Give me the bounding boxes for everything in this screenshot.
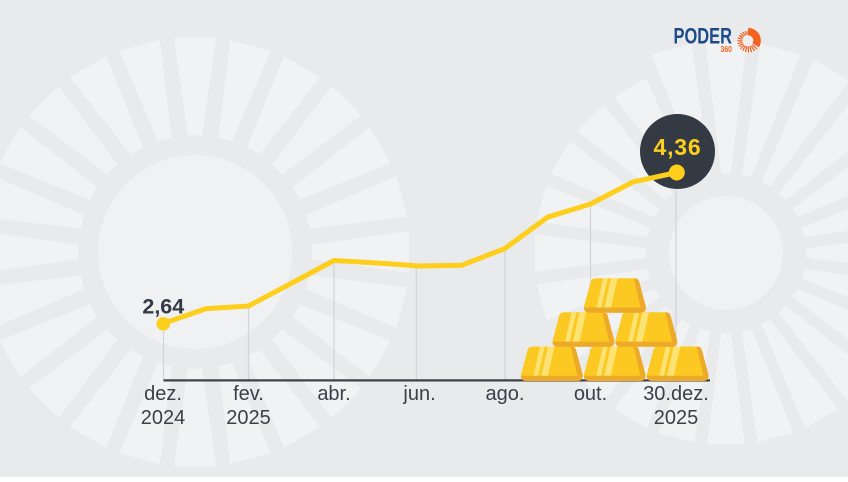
- svg-text:2025: 2025: [226, 407, 271, 429]
- svg-text:fev.: fev.: [233, 383, 264, 405]
- svg-text:out.: out.: [574, 383, 607, 405]
- svg-text:4,36: 4,36: [654, 134, 702, 160]
- svg-text:abr.: abr.: [317, 383, 350, 405]
- svg-text:jun.: jun.: [402, 383, 435, 405]
- svg-text:dez.: dez.: [144, 383, 182, 405]
- svg-text:360: 360: [721, 44, 733, 54]
- svg-text:2,64: 2,64: [142, 295, 184, 319]
- svg-text:2025: 2025: [654, 407, 699, 429]
- svg-text:2024: 2024: [141, 407, 186, 429]
- svg-text:30.dez.: 30.dez.: [643, 383, 709, 405]
- svg-text:ago.: ago.: [486, 383, 525, 405]
